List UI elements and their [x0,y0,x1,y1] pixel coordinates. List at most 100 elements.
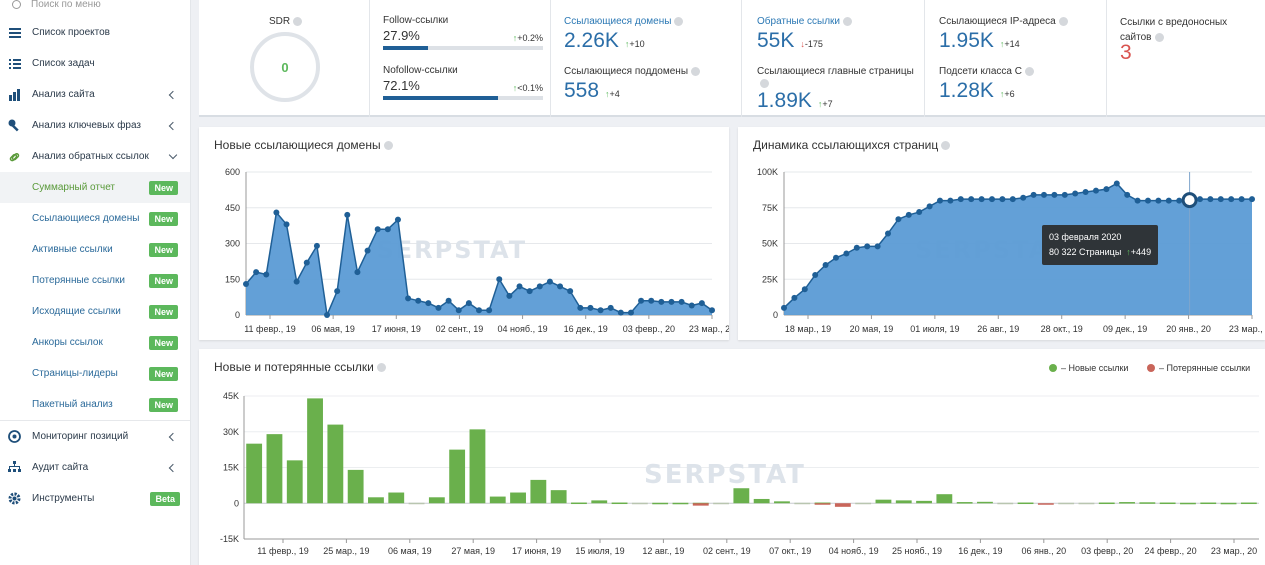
x-tick-label: 02 сент., 19 [703,546,751,556]
zero-bar [1058,502,1075,505]
subnav-active-links[interactable]: Активные ссылки New [0,234,190,265]
data-point [916,209,923,216]
nofollow-label: Nofollow-ссылки [383,65,458,76]
data-point [587,304,594,311]
new-links-bar [530,479,547,504]
backlinks-delta: ↓-175 [800,39,823,49]
subnav-lost-links[interactable]: Потерянные ссылки New [0,265,190,296]
subnav-anchors[interactable]: Анкоры ссылок New [0,327,190,358]
follow-label: Follow-ссылки [383,15,449,26]
sdr-value: 0 [281,59,289,75]
backlinks-label[interactable]: Обратные ссылки [757,16,841,27]
data-point [425,300,432,307]
backlinks-block: Обратные ссылки 55K ↓-175 Ссылающиеся гла… [742,0,925,117]
data-point [874,243,881,250]
x-tick-label: 09 дек., 19 [1103,324,1147,334]
data-point [905,211,912,218]
data-point [1020,194,1027,201]
legend-lost[interactable]: – Потерянные ссылки [1147,363,1250,373]
info-icon[interactable] [691,66,701,76]
y-tick-label: 0 [773,310,778,320]
chevron-left-icon [168,90,178,99]
arrow-up-icon: ↑ [999,89,1005,99]
nav-tasks[interactable]: Список задач [0,48,190,79]
x-tick-label: 15 июля, 19 [575,546,624,556]
info-icon[interactable] [376,363,386,373]
data-point [638,297,645,304]
x-tick-label: 17 июня, 19 [372,324,421,334]
sidebar: Поиск по меню Список проектов Список зад… [0,0,191,565]
info-icon[interactable] [941,141,951,151]
links-title-text: Новые и потерянные ссылки [214,360,374,374]
x-tick-label: 27 мая, 19 [451,546,495,556]
x-tick-label: 17 июня, 19 [512,546,561,556]
new-links-bar [1017,502,1034,505]
info-icon[interactable] [1024,66,1034,76]
ref-domains-label[interactable]: Ссылающиеся домены [564,16,672,27]
legend-new[interactable]: – Новые ссылки [1049,363,1128,373]
new-links-bar [936,494,953,504]
serpstat-watermark: SERPSTAT [644,460,806,490]
data-point [678,298,685,305]
nav-site-audit[interactable]: Аудит сайта [0,452,190,483]
nav-site-analysis[interactable]: Анализ сайта [0,79,190,110]
data-point [989,196,995,203]
data-point [709,307,715,314]
info-icon[interactable] [1154,32,1164,42]
new-links-bar [388,492,405,504]
data-point [394,216,401,223]
sidebar-divider [0,420,190,421]
chevron-left-icon [168,121,178,130]
subnav-ref-domains[interactable]: Ссылающиеся домены New [0,203,190,234]
data-point [617,309,624,316]
nav-backlink-analysis[interactable]: Анализ обратных ссылок [0,141,190,172]
subnav-summary[interactable]: Суммарный отчет New [0,172,190,203]
x-tick-label: 02 сент., 19 [436,324,484,334]
data-point [1176,197,1183,204]
x-tick-label: 28 окт., 19 [1041,324,1083,334]
subnav-top-pages[interactable]: Страницы-лидеры New [0,358,190,389]
info-icon[interactable] [383,141,393,151]
x-tick-label: 04 нояб., 19 [498,324,548,334]
subnav-outgoing-links[interactable]: Исходящие ссылки New [0,296,190,327]
info-icon[interactable] [674,16,684,26]
nav-rank-tracking[interactable]: Мониторинг позиций [0,421,190,452]
data-point [895,216,902,223]
info-icon[interactable] [760,78,769,88]
info-icon[interactable] [293,16,303,26]
nav-projects[interactable]: Список проектов [0,17,190,48]
data-point [546,278,553,285]
y-tick-label: 15K [223,463,239,473]
data-point [864,243,871,250]
data-point [536,283,543,290]
new-links-bar [916,500,932,504]
tooltip-delta: +449 [1130,247,1152,257]
subnets-value: 1.28K [939,79,994,102]
new-badge: New [149,335,178,350]
x-tick-label: 23 мар., 20 [689,324,729,334]
legend-new-swatch [1049,364,1057,372]
y-tick-label: 600 [225,167,240,177]
new-links-bar [550,490,567,504]
data-point [516,283,523,290]
arrow-up-icon: ↑ [605,89,610,99]
new-links-bar [774,501,790,504]
menu-search[interactable]: Поиск по меню [0,0,190,11]
data-point [801,286,808,293]
sitemap-icon [8,461,21,474]
new-links-bar [307,398,323,504]
data-point [1051,191,1058,198]
zero-bar [713,502,729,505]
nav-tools[interactable]: Инструменты Beta [0,483,190,514]
new-badge: New [149,366,178,381]
subnav-batch-analysis[interactable]: Пакетный анализ New [0,389,190,420]
new-links-bar [1200,502,1217,505]
legend-new-label: – Новые ссылки [1061,363,1129,373]
follow-block: Follow-ссылки 27.9% ↑+0.2% Nofollow-ссыл… [370,0,551,117]
info-icon[interactable] [1058,16,1068,26]
info-icon[interactable] [843,16,853,26]
new-links-bar [327,424,344,504]
ips-value: 1.95K [939,29,994,52]
nav-keyword-analysis[interactable]: Анализ ключевых фраз [0,110,190,141]
subnav-ref-domains-label: Ссылающиеся домены [32,213,140,224]
